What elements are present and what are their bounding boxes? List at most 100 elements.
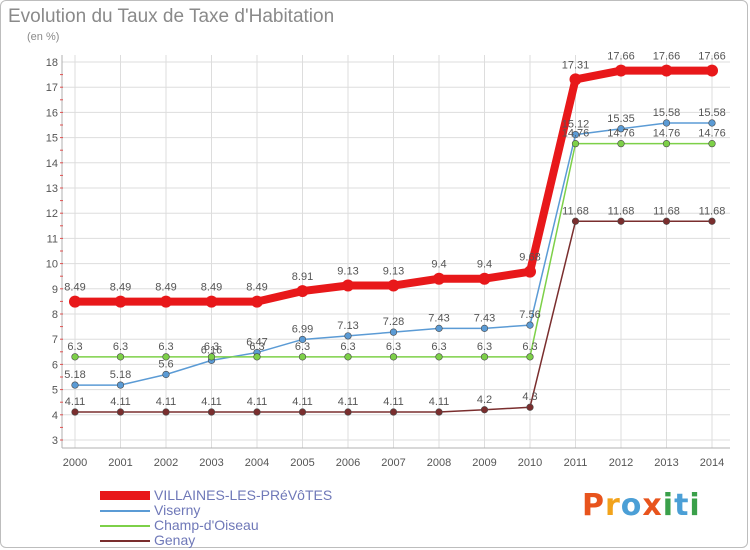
data-point [162, 370, 170, 379]
data-label: 7.43 [428, 312, 449, 324]
data-label: 6.3 [522, 341, 537, 353]
y-tick-label: 18 [46, 57, 58, 69]
data-point [344, 332, 352, 340]
data-point [708, 119, 716, 127]
y-tick-label: 7 [52, 334, 58, 346]
data-label: 17.31 [562, 59, 590, 71]
data-point [617, 125, 625, 133]
data-point [205, 295, 218, 308]
data-point [389, 408, 398, 416]
x-tick-label: 2007 [381, 457, 405, 469]
data-label: 17.66 [653, 51, 681, 63]
x-tick-label: 2000 [63, 457, 87, 469]
x-tick-label: 2009 [472, 457, 496, 469]
data-point [116, 408, 125, 416]
data-point [387, 279, 400, 292]
data-point [71, 408, 79, 416]
data-point [526, 321, 534, 329]
logo-letter: x [642, 488, 663, 523]
logo-letter: t [674, 488, 690, 523]
y-tick-label: 4 [52, 410, 58, 422]
legend-swatch [100, 509, 150, 512]
data-point [298, 335, 307, 344]
data-label: 9.4 [431, 259, 446, 271]
data-point [251, 295, 263, 308]
legend-label: VILLAINES-LES-PRéVôTES [154, 487, 333, 503]
data-label: 4.11 [429, 396, 450, 408]
data-point [660, 64, 673, 77]
data-label: 4.11 [65, 396, 86, 408]
data-point [615, 64, 627, 77]
data-label: 4.3 [522, 391, 537, 403]
data-point [706, 64, 718, 77]
legend-swatch [100, 491, 150, 500]
legend-item: VILLAINES-LES-PRéVôTES [100, 488, 332, 503]
x-tick-label: 2001 [108, 457, 132, 469]
data-label: 9.68 [519, 252, 540, 264]
legend-swatch [100, 524, 150, 527]
data-label: 15.35 [607, 113, 635, 125]
data-label: 6.16 [201, 344, 222, 356]
data-point [71, 353, 79, 361]
data-label: 6.3 [158, 341, 173, 353]
legend-label: Viserny [154, 502, 201, 518]
data-label: 4.11 [201, 396, 222, 408]
proxiti-logo: Proxiti [582, 488, 701, 523]
data-label: 7.56 [519, 309, 540, 321]
data-point [207, 408, 216, 416]
data-point [571, 140, 580, 148]
x-tick-label: 2010 [518, 457, 542, 469]
data-point [480, 406, 489, 414]
data-label: 6.3 [204, 341, 219, 353]
y-tick-label: 6 [52, 359, 58, 371]
data-point [617, 140, 625, 148]
data-point [526, 403, 534, 411]
data-label: 17.66 [698, 51, 726, 63]
data-label: 9.13 [383, 266, 404, 278]
data-label: 6.3 [249, 341, 264, 353]
data-point [253, 408, 261, 416]
data-point [69, 295, 81, 308]
data-label: 14.76 [607, 128, 635, 140]
data-point [662, 119, 671, 127]
data-label: 4.11 [247, 396, 268, 408]
data-point [524, 265, 536, 278]
data-label: 8.49 [155, 282, 176, 294]
data-point [296, 285, 309, 298]
data-point [298, 353, 307, 361]
logo-letter: r [605, 488, 621, 523]
data-point [571, 130, 580, 139]
x-tick-label: 2013 [654, 457, 678, 469]
data-point [207, 353, 216, 361]
data-label: 8.49 [110, 282, 131, 294]
data-point [435, 324, 443, 332]
data-label: 6.3 [67, 341, 82, 353]
legend-item: Genay [100, 533, 332, 548]
plot-area [62, 55, 730, 448]
data-label: 4.11 [156, 396, 177, 408]
data-label: 8.49 [201, 282, 222, 294]
data-point [480, 353, 489, 361]
y-tick-label: 11 [47, 233, 58, 245]
data-label: 6.3 [386, 341, 401, 353]
data-label: 6.3 [431, 341, 446, 353]
chart-title: Evolution du Taux de Taxe d'Habitation [8, 6, 335, 27]
data-label: 11.68 [608, 205, 635, 217]
x-tick-label: 2008 [427, 457, 451, 469]
data-label: 8.91 [292, 271, 313, 283]
data-label: 4.2 [477, 394, 492, 406]
x-tick-label: 2011 [564, 457, 588, 469]
y-tick-label: 17 [46, 82, 58, 94]
data-label: 14.76 [653, 128, 681, 140]
data-point [478, 272, 491, 285]
y-tick-label: 10 [46, 259, 58, 271]
data-label: 11.68 [699, 205, 726, 217]
data-point [662, 217, 671, 225]
data-label: 15.58 [653, 107, 681, 119]
y-tick-label: 3 [52, 435, 58, 447]
data-label: 7.43 [474, 312, 495, 324]
data-label: 6.3 [295, 341, 310, 353]
data-point [526, 353, 534, 361]
data-point [160, 295, 172, 308]
